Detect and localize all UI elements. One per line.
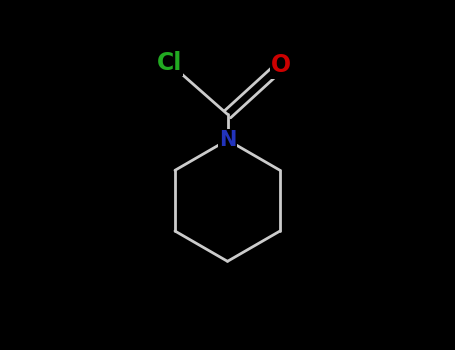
Text: Cl: Cl <box>157 51 182 75</box>
Text: O: O <box>271 53 291 77</box>
Text: N: N <box>219 130 236 150</box>
